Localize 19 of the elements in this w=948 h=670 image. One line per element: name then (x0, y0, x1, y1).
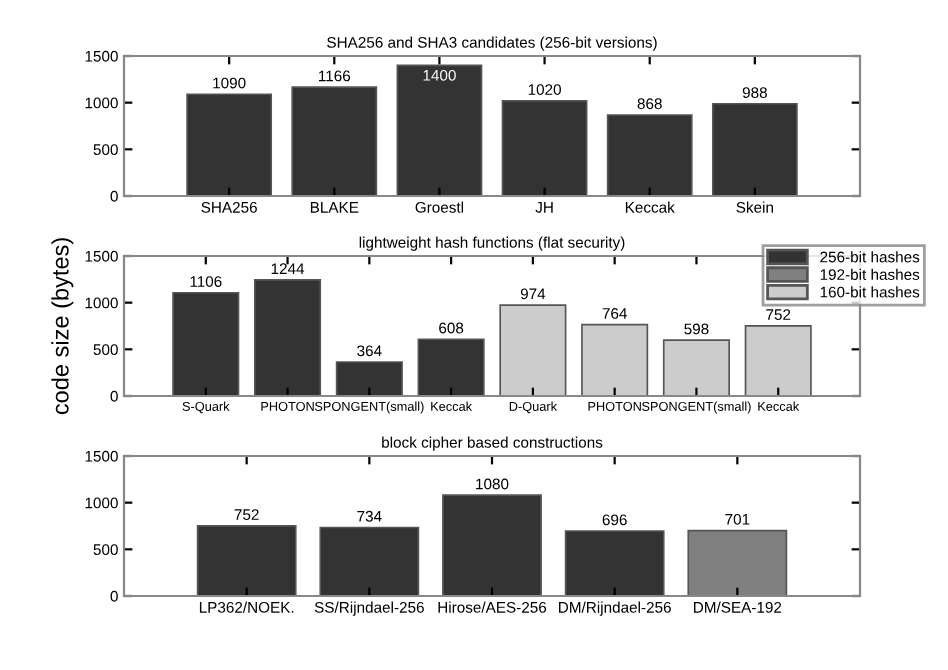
bar (501, 99, 588, 196)
bar (417, 338, 485, 396)
bar (172, 291, 240, 396)
bar (564, 530, 665, 596)
bar (662, 339, 730, 396)
y-axis-title: code size (bytes) (51, 238, 74, 415)
bar (744, 324, 812, 396)
bar (186, 93, 273, 196)
bar (254, 279, 322, 396)
bar (442, 494, 542, 596)
bar (606, 114, 693, 196)
bar (499, 304, 567, 396)
bar (396, 64, 483, 196)
bar (319, 526, 420, 596)
bar (291, 86, 378, 196)
bar (581, 323, 649, 396)
bar (196, 524, 297, 596)
bar (711, 102, 798, 196)
bar (335, 361, 403, 396)
